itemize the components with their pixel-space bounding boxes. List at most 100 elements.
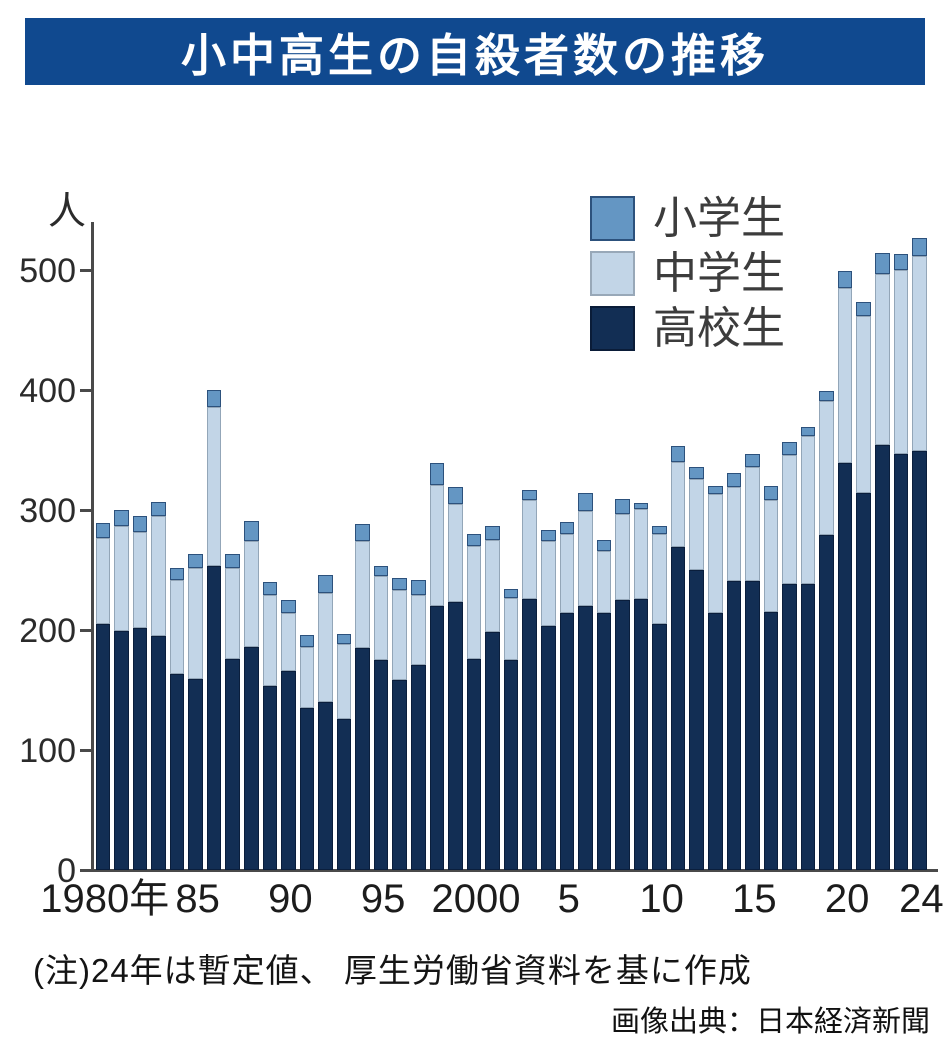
bar-2001-中学生 [485, 540, 500, 633]
bar-2008-小学生 [615, 499, 630, 514]
bar-2007-中学生 [596, 550, 612, 614]
y-tick-label-200: 200 [19, 612, 76, 650]
legend-swatch-junior-high [590, 251, 635, 296]
bar-1998-高校生 [429, 606, 445, 870]
bar-1987-小学生 [225, 554, 240, 568]
chart-title: 小中高生の自殺者数の推移 [180, 30, 769, 81]
bar-1992-中学生 [318, 592, 333, 702]
bar-2023-高校生 [893, 453, 909, 870]
bar-1999-高校生 [448, 602, 463, 870]
bar-2024-中学生 [912, 255, 927, 452]
bar-2005-小学生 [559, 522, 575, 534]
bar-1980-中学生 [95, 537, 111, 624]
y-tick-label-300: 300 [19, 492, 76, 530]
x-tick-label-24: 24 [899, 877, 944, 921]
bar-2013-小学生 [707, 486, 723, 495]
bar-2019-小学生 [819, 391, 834, 401]
bar-2012-高校生 [689, 570, 704, 870]
bar-1985-小学生 [188, 554, 203, 568]
bar-2015-中学生 [745, 466, 760, 581]
bar-2021-小学生 [856, 302, 872, 316]
bar-2017-高校生 [782, 584, 797, 870]
bar-2020-中学生 [837, 288, 853, 464]
bar-1988-高校生 [243, 646, 259, 870]
bar-1990-中学生 [281, 613, 296, 671]
legend-label-high-school: 高校生 [653, 303, 785, 353]
bar-1984-小学生 [169, 567, 185, 580]
bar-2007-高校生 [596, 613, 612, 870]
bar-1993-高校生 [336, 718, 352, 870]
bar-1991-中学生 [299, 646, 315, 708]
bar-2010-高校生 [652, 624, 667, 870]
y-tickmark-400 [80, 389, 92, 392]
bar-1995-高校生 [373, 660, 389, 870]
bar-2002-中学生 [503, 597, 519, 660]
bar-2016-小学生 [763, 486, 779, 501]
bar-2021-高校生 [856, 493, 872, 870]
bar-1986-高校生 [206, 566, 222, 870]
bar-2009-高校生 [633, 598, 649, 870]
legend-item-high-school: 高校生 [590, 306, 785, 351]
bar-2024-小学生 [912, 237, 927, 256]
bar-1995-中学生 [373, 576, 389, 660]
bar-1983-中学生 [151, 516, 166, 636]
x-tick-label-1980: 1980年 [40, 877, 170, 921]
bar-1999-中学生 [448, 504, 463, 603]
bar-1981-中学生 [114, 525, 129, 632]
bar-2006-高校生 [578, 606, 593, 870]
bar-1995-小学生 [373, 566, 389, 576]
bar-1989-高校生 [262, 686, 278, 870]
bar-1985-中学生 [188, 567, 203, 680]
bar-2023-小学生 [893, 254, 909, 270]
bar-2009-小学生 [633, 502, 649, 509]
bar-1980-高校生 [95, 624, 111, 870]
footnote: (注)24年は暫定値、 厚生労働省資料を基に作成 [33, 952, 752, 989]
x-tick-label-20: 20 [824, 877, 870, 921]
bar-2017-小学生 [782, 441, 797, 455]
chart-title-banner: 小中高生の自殺者数の推移 [25, 18, 925, 85]
bar-1981-高校生 [114, 631, 129, 870]
x-tick-label-2000: 2000 [431, 877, 521, 921]
x-axis-line [91, 869, 938, 872]
legend: 小学生 中学生 高校生 [590, 196, 785, 361]
legend-swatch-high-school [590, 306, 635, 351]
bar-2024-高校生 [912, 451, 927, 870]
y-tick-label-500: 500 [19, 252, 76, 290]
bar-1997-中学生 [411, 595, 426, 665]
bar-2019-中学生 [819, 400, 834, 536]
bar-2012-中学生 [689, 478, 704, 570]
bar-2022-高校生 [875, 445, 890, 870]
y-tick-label-0: 0 [57, 852, 76, 890]
bar-1990-小学生 [281, 600, 296, 614]
bar-1988-中学生 [243, 541, 259, 647]
bar-1997-高校生 [411, 664, 426, 870]
bar-1987-高校生 [225, 658, 240, 870]
x-tick-label-95: 95 [360, 877, 406, 921]
bar-1994-高校生 [355, 648, 370, 870]
bar-2011-中学生 [670, 462, 686, 548]
bar-2006-中学生 [578, 511, 593, 606]
bar-2016-高校生 [763, 612, 779, 870]
y-tickmark-0 [80, 869, 92, 872]
bar-2004-中学生 [540, 541, 556, 627]
bar-2010-小学生 [652, 525, 667, 534]
bar-1998-小学生 [429, 463, 445, 485]
bar-1994-中学生 [355, 541, 370, 648]
bar-2022-中学生 [875, 273, 890, 446]
bar-1987-中学生 [225, 567, 240, 659]
bar-2010-中学生 [652, 534, 667, 624]
bar-1985-高校生 [188, 679, 203, 870]
bar-2023-中学生 [893, 270, 909, 454]
bar-2002-高校生 [503, 660, 519, 870]
bar-2016-中学生 [763, 500, 779, 612]
legend-label-elementary: 小学生 [653, 193, 785, 243]
bar-2006-小学生 [578, 493, 593, 512]
bar-2008-中学生 [615, 513, 630, 600]
legend-item-junior-high: 中学生 [590, 251, 785, 296]
bar-2003-小学生 [522, 489, 537, 501]
bar-1999-小学生 [448, 487, 463, 504]
bar-1992-高校生 [318, 702, 333, 870]
bar-1989-中学生 [262, 595, 278, 687]
bar-1991-高校生 [299, 708, 315, 870]
bar-2000-中学生 [466, 546, 482, 659]
